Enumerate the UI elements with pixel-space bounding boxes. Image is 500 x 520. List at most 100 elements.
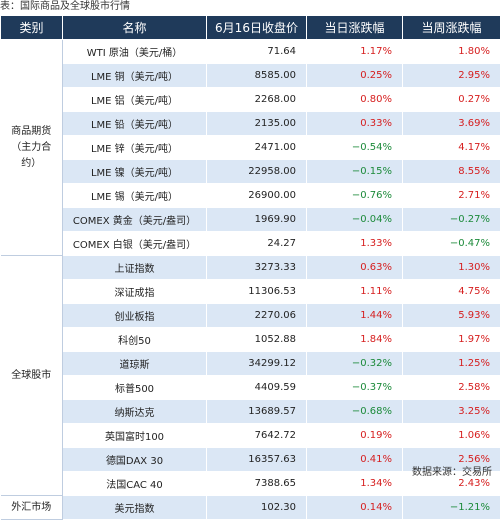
table-row: LME 锌（美元/吨）2471.00−0.54%4.17% xyxy=(1,136,500,160)
instrument-name-cell: LME 铜（美元/吨） xyxy=(63,64,207,88)
weekly-change-cell: 2.95% xyxy=(403,64,500,88)
weekly-change-cell: 4.75% xyxy=(403,280,500,304)
daily-change-cell: −0.76% xyxy=(307,184,403,208)
header-category: 类别 xyxy=(1,16,63,40)
close-price-cell: 2268.00 xyxy=(207,88,307,112)
weekly-change-cell: 3.25% xyxy=(403,400,500,424)
instrument-name-cell: 法国CAC 40 xyxy=(63,472,207,496)
instrument-name-cell: 深证成指 xyxy=(63,280,207,304)
daily-change-cell: 1.11% xyxy=(307,280,403,304)
header-name: 名称 xyxy=(63,16,207,40)
instrument-name-cell: WTI 原油（美元/桶） xyxy=(63,40,207,64)
instrument-name-cell: LME 铝（美元/吨） xyxy=(63,88,207,112)
header-close-price: 6月16日收盘价 xyxy=(207,16,307,40)
close-price-cell: 3273.33 xyxy=(207,256,307,280)
close-price-cell: 8585.00 xyxy=(207,64,307,88)
instrument-name-cell: 德国DAX 30 xyxy=(63,448,207,472)
close-price-cell: 2270.06 xyxy=(207,304,307,328)
close-price-cell: 34299.12 xyxy=(207,352,307,376)
weekly-change-cell: 1.30% xyxy=(403,256,500,280)
weekly-change-cell: 1.97% xyxy=(403,328,500,352)
instrument-name-cell: LME 锡（美元/吨） xyxy=(63,184,207,208)
daily-change-cell: 0.63% xyxy=(307,256,403,280)
instrument-name-cell: 创业板指 xyxy=(63,304,207,328)
table-row: LME 锡（美元/吨）26900.00−0.76%2.71% xyxy=(1,184,500,208)
daily-change-cell: 0.33% xyxy=(307,112,403,136)
weekly-change-cell: 8.55% xyxy=(403,160,500,184)
daily-change-cell: −0.37% xyxy=(307,376,403,400)
close-price-cell: 26900.00 xyxy=(207,184,307,208)
instrument-name-cell: 纳斯达克 xyxy=(63,400,207,424)
daily-change-cell: −0.68% xyxy=(307,400,403,424)
weekly-change-cell: 0.27% xyxy=(403,88,500,112)
weekly-change-cell: −0.47% xyxy=(403,232,500,256)
close-price-cell: 16357.63 xyxy=(207,448,307,472)
category-cell: 商品期货（主力合约） xyxy=(1,40,63,256)
daily-change-cell: 1.34% xyxy=(307,472,403,496)
weekly-change-cell: 4.17% xyxy=(403,136,500,160)
weekly-change-cell: 1.25% xyxy=(403,352,500,376)
close-price-cell: 11306.53 xyxy=(207,280,307,304)
instrument-name-cell: LME 锌（美元/吨） xyxy=(63,136,207,160)
close-price-cell: 7388.65 xyxy=(207,472,307,496)
instrument-name-cell: 道琼斯 xyxy=(63,352,207,376)
weekly-change-cell: 2.58% xyxy=(403,376,500,400)
table-row: LME 镍（美元/吨）22958.00−0.15%8.55% xyxy=(1,160,500,184)
category-cell: 外汇市场 xyxy=(1,496,63,520)
weekly-change-cell: −1.21% xyxy=(403,496,500,520)
weekly-change-cell: 3.69% xyxy=(403,112,500,136)
instrument-name-cell: 上证指数 xyxy=(63,256,207,280)
close-price-cell: 13689.57 xyxy=(207,400,307,424)
table-header-row: 类别 名称 6月16日收盘价 当日涨跌幅 当周涨跌幅 xyxy=(1,16,500,40)
daily-change-cell: 0.41% xyxy=(307,448,403,472)
close-price-cell: 7642.72 xyxy=(207,424,307,448)
weekly-change-cell: 1.80% xyxy=(403,40,500,64)
daily-change-cell: 1.17% xyxy=(307,40,403,64)
close-price-cell: 22958.00 xyxy=(207,160,307,184)
close-price-cell: 24.27 xyxy=(207,232,307,256)
weekly-change-cell: 5.93% xyxy=(403,304,500,328)
table-caption: 表：国际商品及全球股市行情 xyxy=(0,0,130,14)
close-price-cell: 1969.90 xyxy=(207,208,307,232)
instrument-name-cell: COMEX 黄金（美元/盎司） xyxy=(63,208,207,232)
instrument-name-cell: LME 镍（美元/吨） xyxy=(63,160,207,184)
instrument-name-cell: 标普500 xyxy=(63,376,207,400)
close-price-cell: 71.64 xyxy=(207,40,307,64)
daily-change-cell: −0.04% xyxy=(307,208,403,232)
daily-change-cell: 1.33% xyxy=(307,232,403,256)
daily-change-cell: −0.15% xyxy=(307,160,403,184)
category-cell: 全球股市 xyxy=(1,256,63,496)
table-row: COMEX 黄金（美元/盎司）1969.90−0.04%−0.27% xyxy=(1,208,500,232)
instrument-name-cell: 美元指数 xyxy=(63,496,207,520)
close-price-cell: 1052.88 xyxy=(207,328,307,352)
header-daily-change: 当日涨跌幅 xyxy=(307,16,403,40)
close-price-cell: 2471.00 xyxy=(207,136,307,160)
weekly-change-cell: 2.71% xyxy=(403,184,500,208)
weekly-change-cell: −0.27% xyxy=(403,208,500,232)
daily-change-cell: 1.44% xyxy=(307,304,403,328)
close-price-cell: 2135.00 xyxy=(207,112,307,136)
daily-change-cell: −0.54% xyxy=(307,136,403,160)
market-quotes-table: 类别 名称 6月16日收盘价 当日涨跌幅 当周涨跌幅 商品期货（主力合约）WTI… xyxy=(0,15,500,520)
daily-change-cell: 0.25% xyxy=(307,64,403,88)
daily-change-cell: −0.32% xyxy=(307,352,403,376)
instrument-name-cell: COMEX 白银（美元/盎司） xyxy=(63,232,207,256)
daily-change-cell: 1.84% xyxy=(307,328,403,352)
instrument-name-cell: 英国富时100 xyxy=(63,424,207,448)
daily-change-cell: 0.80% xyxy=(307,88,403,112)
data-source-note: 数据来源：交易所 xyxy=(412,463,492,478)
instrument-name-cell: LME 铅（美元/吨） xyxy=(63,112,207,136)
